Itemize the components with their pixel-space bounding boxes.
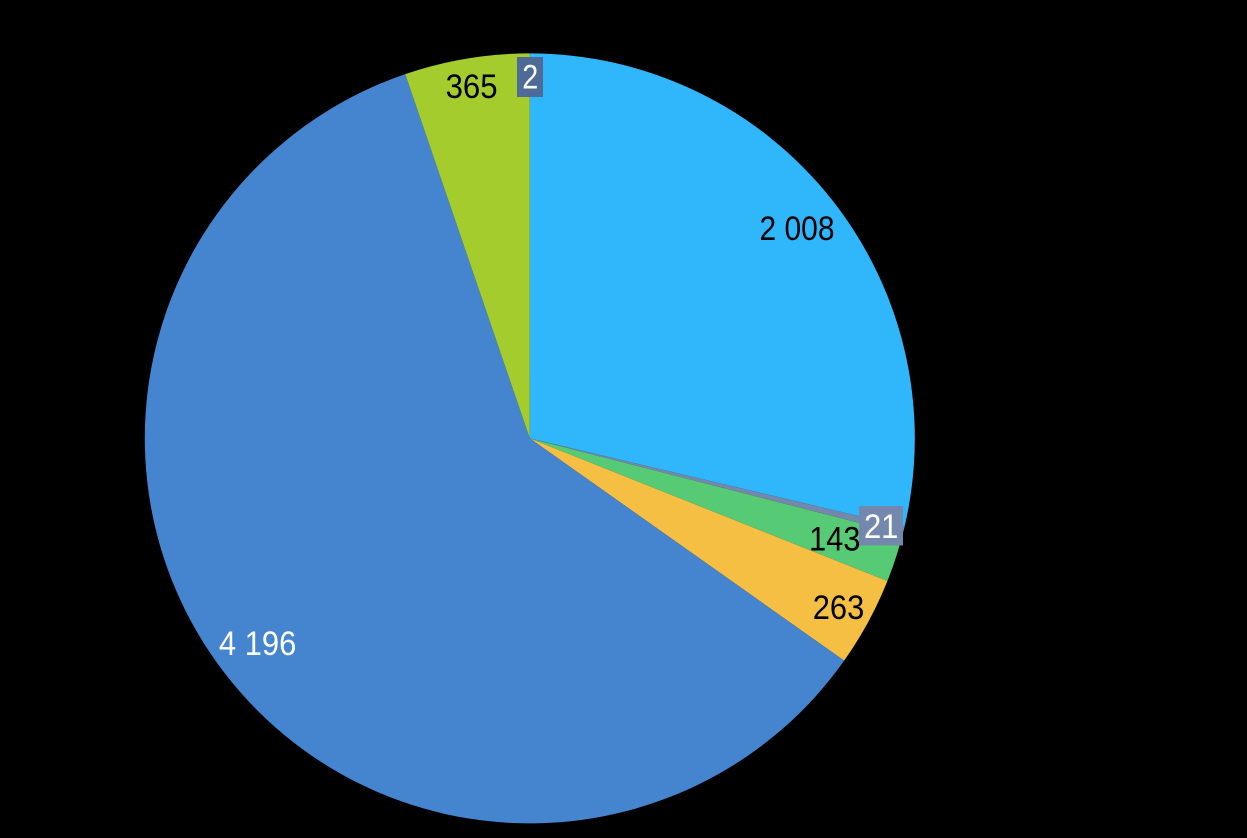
svg-text:2 008: 2 008 xyxy=(760,210,835,248)
svg-text:263: 263 xyxy=(813,589,865,627)
svg-text:365: 365 xyxy=(446,68,498,106)
svg-text:4 196: 4 196 xyxy=(219,625,297,663)
svg-text:143: 143 xyxy=(809,521,861,559)
svg-text:2: 2 xyxy=(522,59,538,97)
svg-text:21: 21 xyxy=(864,508,899,546)
